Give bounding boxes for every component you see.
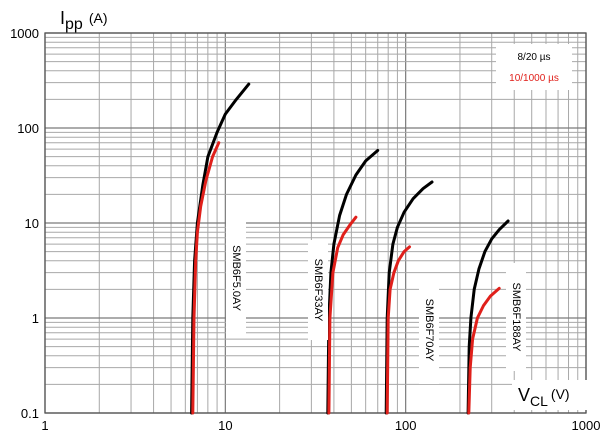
plot-frame: [44, 32, 587, 414]
y-tick-label: 1000: [10, 26, 39, 41]
x-axis-title: VCL (V): [518, 385, 570, 409]
x-axis-title-main: V: [518, 385, 530, 405]
part-label-backdrop: [226, 222, 246, 334]
part-label-backdrop: [419, 276, 439, 384]
legend-entry: 10/1000 µs: [509, 73, 559, 84]
part-label-text: SMB6F5.0AY: [230, 245, 242, 311]
x-axis-title-sub: CL: [530, 393, 548, 409]
y-axis-title-sub: pp: [65, 16, 83, 33]
x-tick-label: 1: [41, 418, 48, 433]
part-label-smb6f33ay: SMB6F33AY: [308, 240, 328, 340]
series-line-smb6f70ay-10-1000: [385, 245, 411, 415]
legend: 8/20 µs 10/1000 µs: [496, 44, 572, 90]
legend-box: [496, 44, 572, 90]
x-tick-label: 10: [218, 418, 232, 433]
x-axis-title-backdrop: [512, 380, 588, 410]
y-tick-label: 0.1: [21, 406, 39, 421]
series-line-smb6f33ay-10-1000: [327, 215, 358, 415]
part-label-backdrop: [506, 263, 526, 371]
series-line-smb6f50ay-10-1000: [191, 141, 221, 415]
part-label-smb6f188ay: SMB6F188AY: [506, 263, 526, 371]
x-tick-label: 100: [395, 418, 417, 433]
y-tick-label: 1: [32, 311, 39, 326]
part-label-text: SMB6F33AY: [312, 259, 324, 322]
y-tick-label: 10: [25, 216, 39, 231]
legend-entry: 8/20 µs: [517, 52, 550, 63]
series-line-smb6f188ay-10-1000: [467, 286, 501, 415]
part-label-text: SMB6F188AY: [510, 283, 522, 353]
part-label-text: SMB6F70AY: [423, 299, 435, 362]
part-label-smb6f70ay: SMB6F70AY: [419, 276, 439, 384]
part-label-smb6f50ay: SMB6F5.0AY: [226, 222, 246, 334]
y-axis-title-main: I: [60, 8, 65, 28]
y-tick-label: 100: [17, 121, 39, 136]
y-axis-title: Ipp (A): [60, 8, 107, 33]
grid: [44, 32, 587, 414]
part-label-backdrop: [308, 240, 328, 340]
y-axis-title-unit: (A): [89, 10, 108, 26]
series-curves: [190, 82, 510, 415]
x-axis-title-unit: (V): [551, 386, 570, 402]
part-number-labels: SMB6F5.0AY SMB6F33AY SMB6F70AY SMB6F188AY: [226, 222, 526, 384]
x-tick-label: 1000: [572, 418, 601, 433]
series-line-smb6f188ay-8-20: [466, 219, 510, 415]
